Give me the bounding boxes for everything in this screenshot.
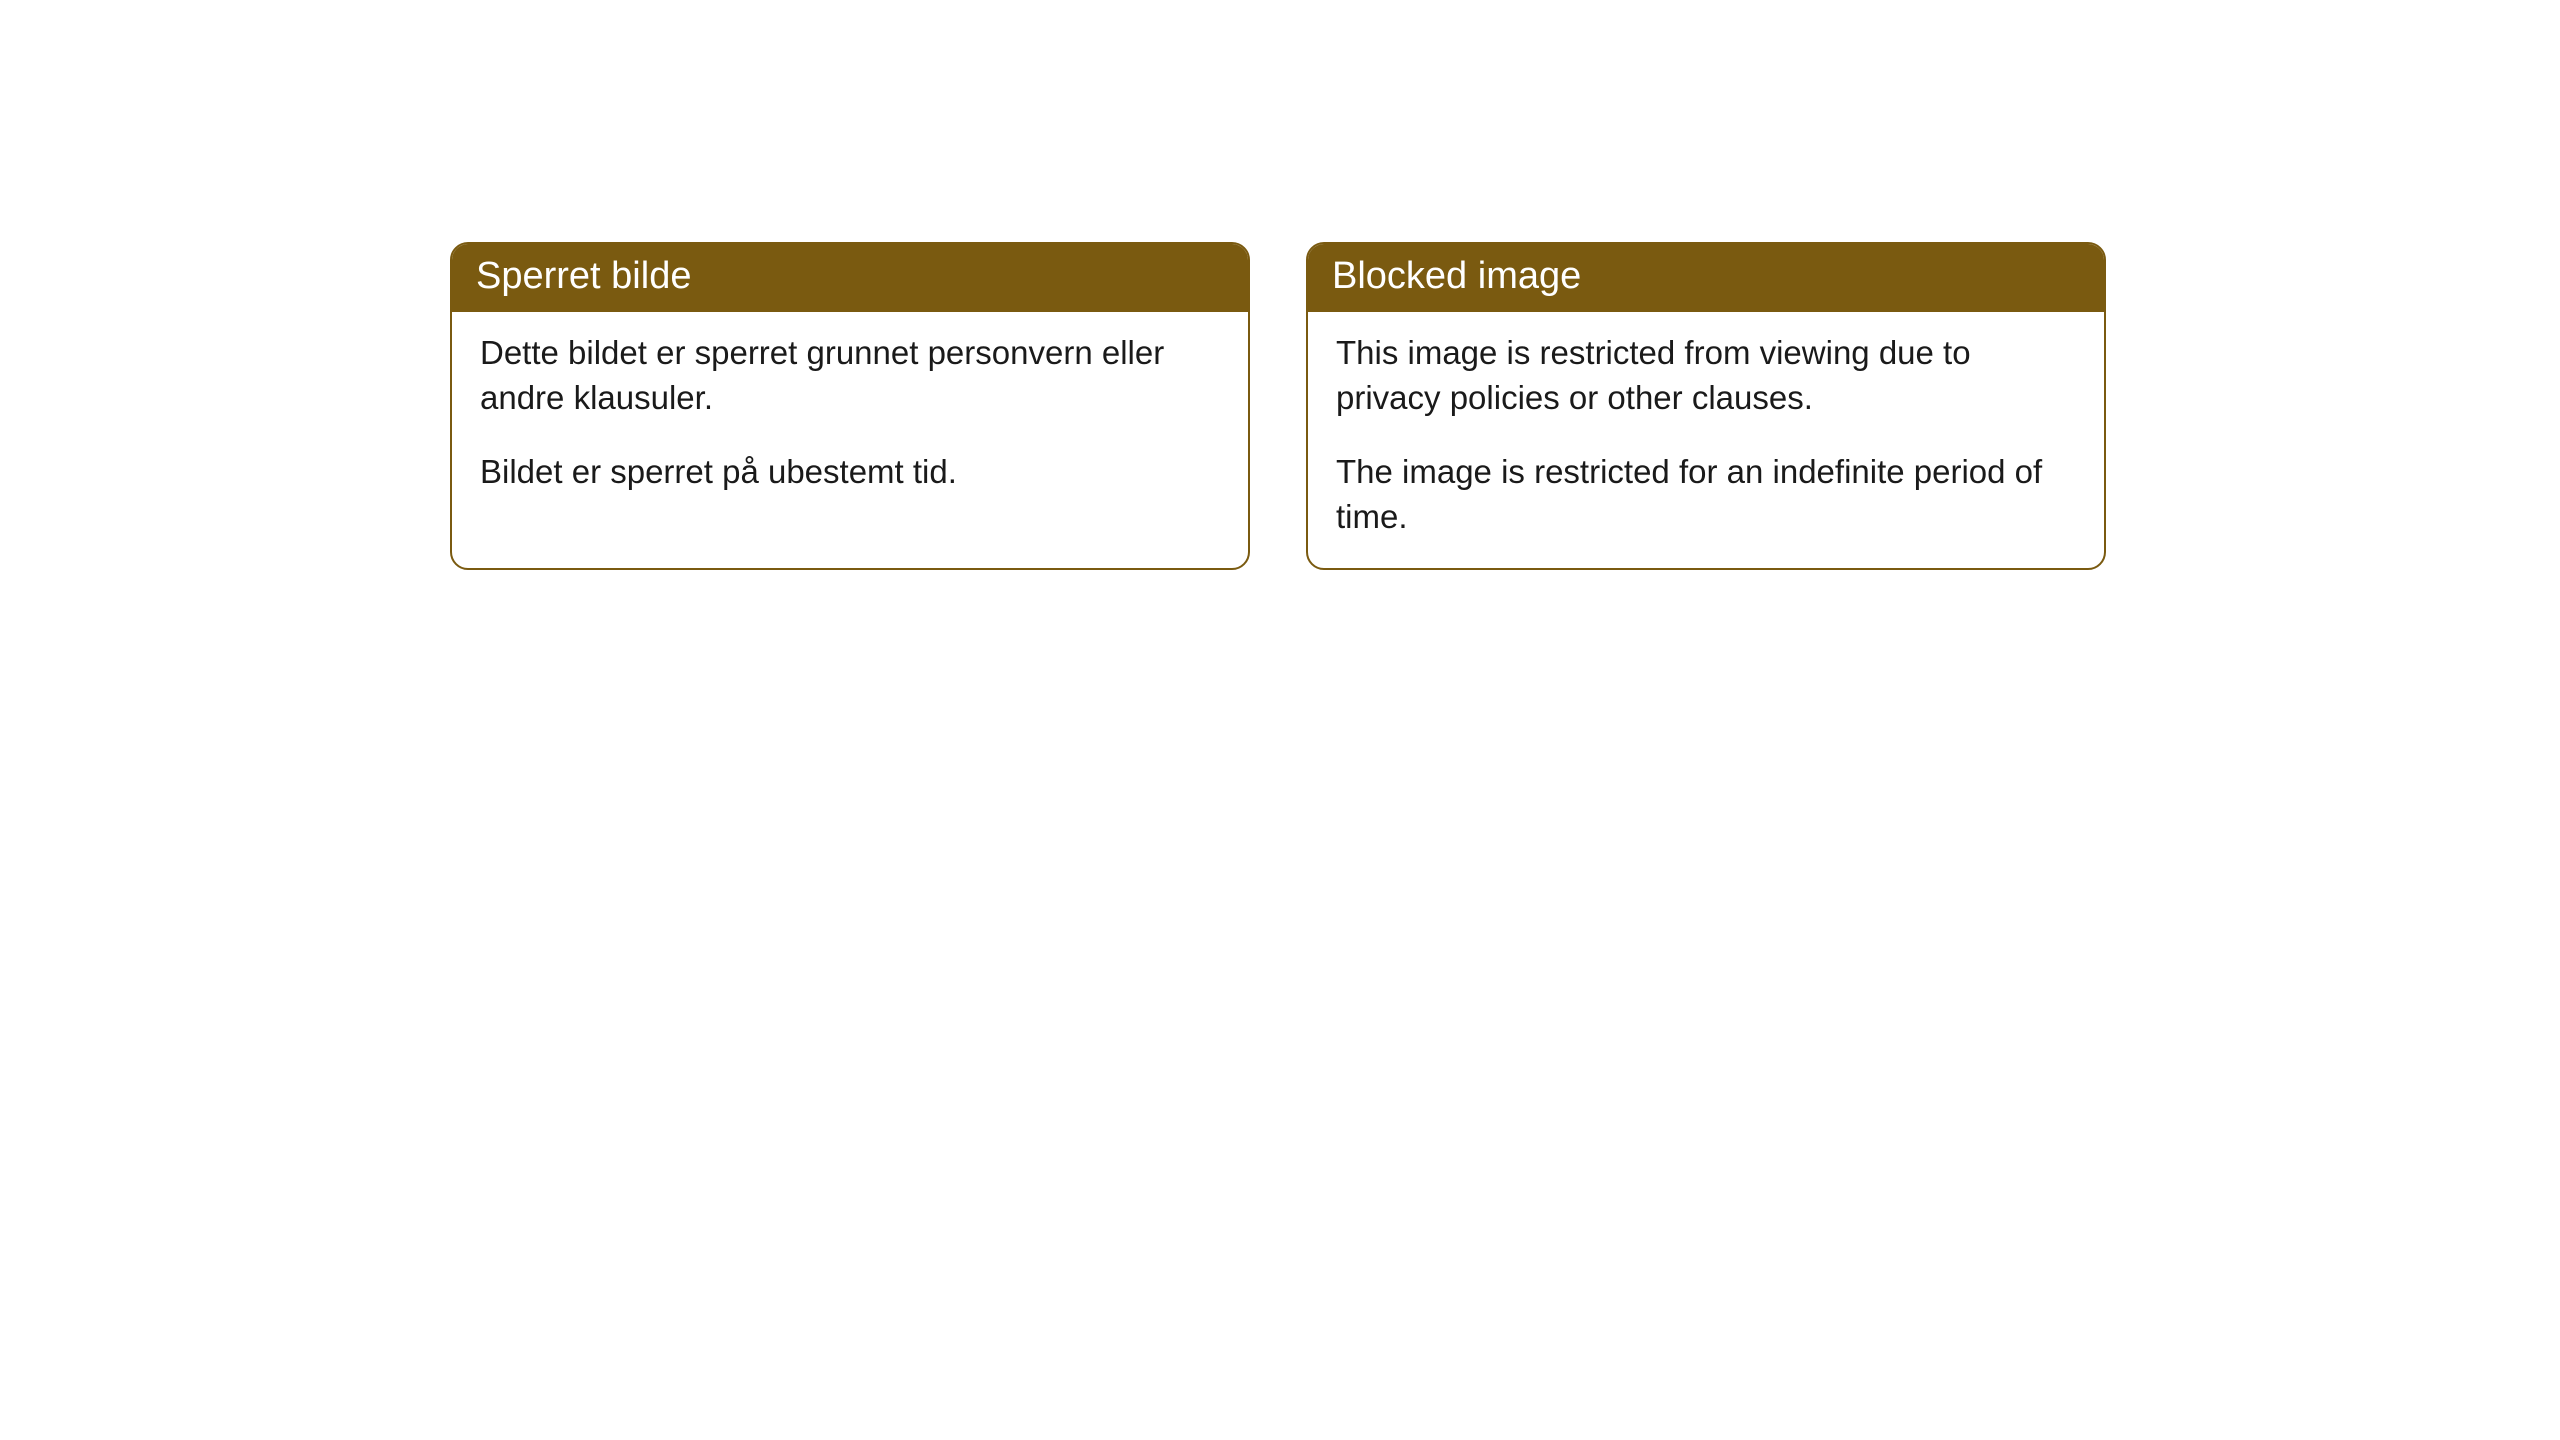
- notice-paragraph: Bildet er sperret på ubestemt tid.: [480, 449, 1220, 495]
- notice-paragraph: The image is restricted for an indefinit…: [1336, 449, 2076, 540]
- notice-body: Dette bildet er sperret grunnet personve…: [452, 312, 1248, 523]
- notice-header: Sperret bilde: [452, 244, 1248, 312]
- notice-card-norwegian: Sperret bilde Dette bildet er sperret gr…: [450, 242, 1250, 570]
- notice-paragraph: This image is restricted from viewing du…: [1336, 330, 2076, 421]
- notice-container: Sperret bilde Dette bildet er sperret gr…: [0, 0, 2560, 570]
- notice-paragraph: Dette bildet er sperret grunnet personve…: [480, 330, 1220, 421]
- notice-card-english: Blocked image This image is restricted f…: [1306, 242, 2106, 570]
- notice-body: This image is restricted from viewing du…: [1308, 312, 2104, 568]
- notice-header: Blocked image: [1308, 244, 2104, 312]
